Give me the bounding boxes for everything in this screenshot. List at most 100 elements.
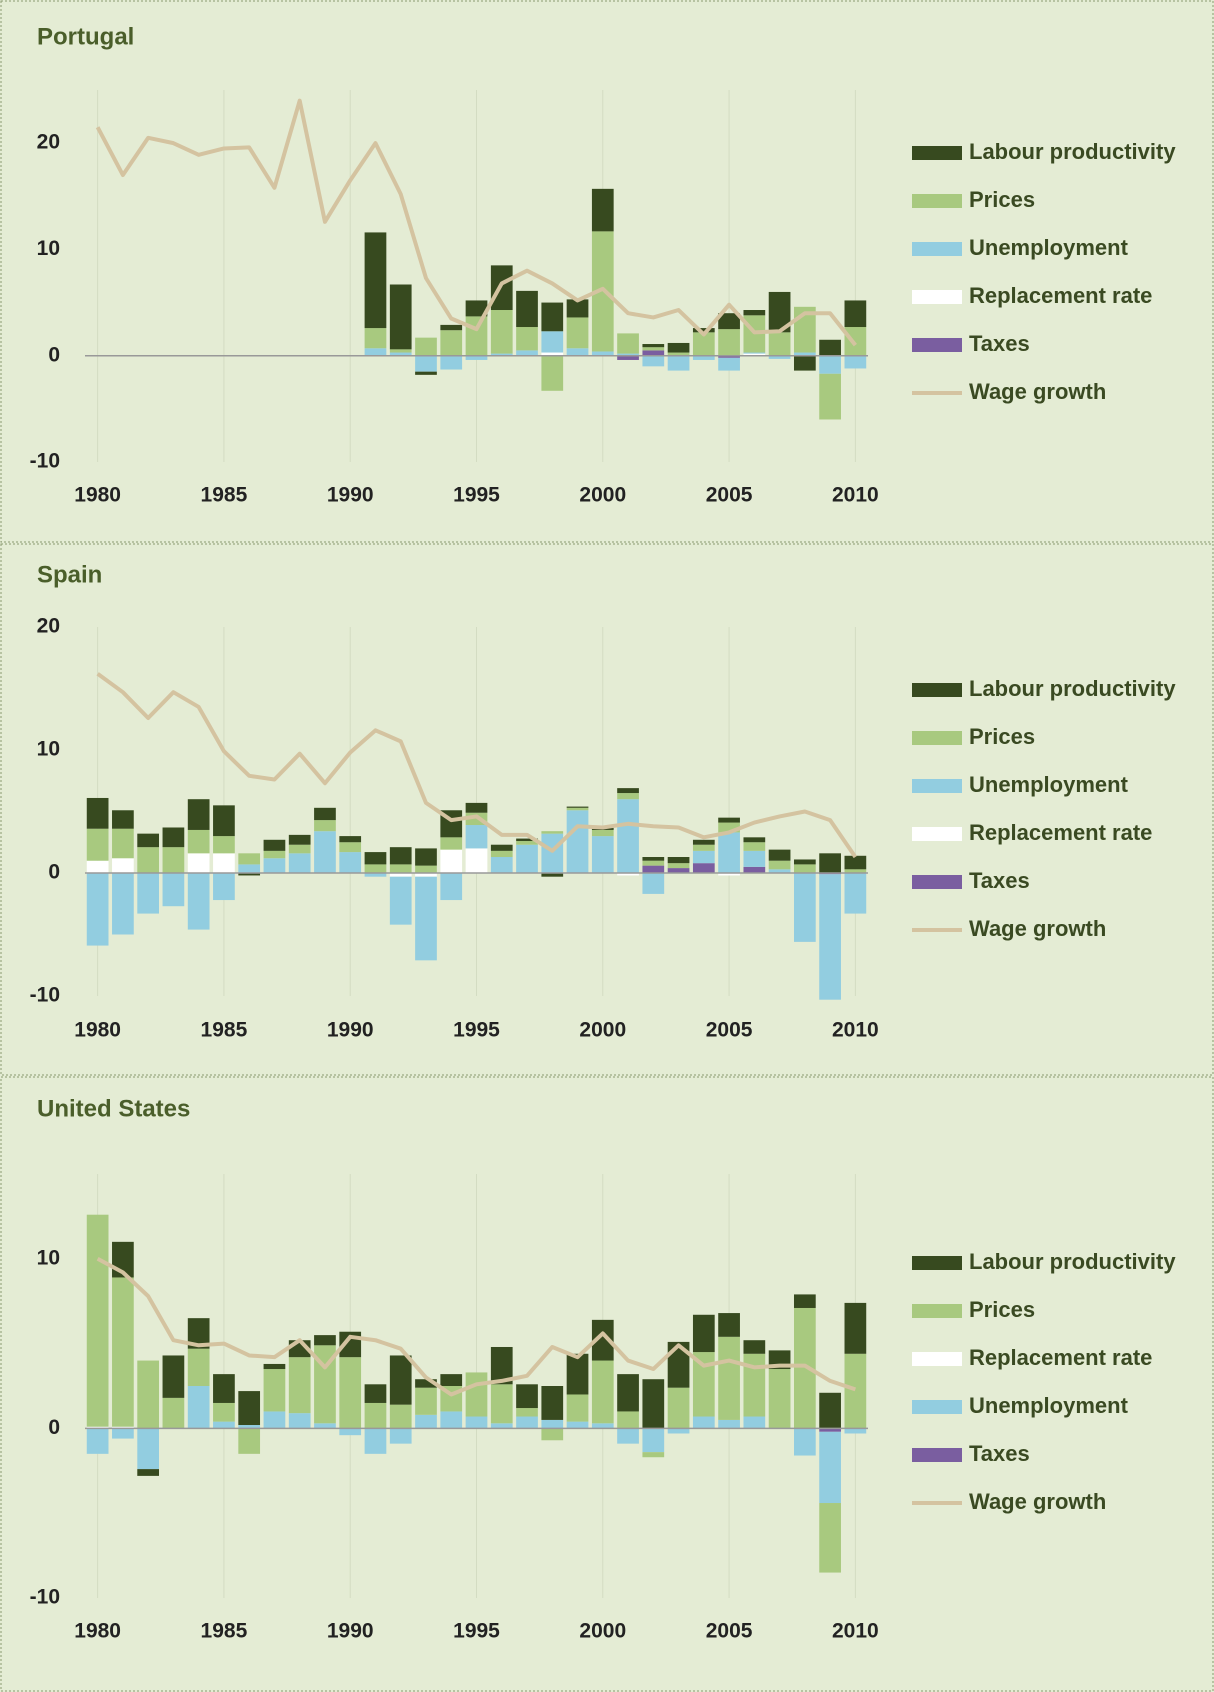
- y-tick-label: 10: [37, 738, 60, 761]
- bar: [415, 865, 437, 873]
- bar: [819, 1431, 841, 1504]
- bar: [187, 1318, 210, 1349]
- bar: [793, 859, 816, 865]
- wage-line: [95, 98, 857, 347]
- bar: [465, 300, 488, 317]
- bar: [263, 839, 286, 851]
- bar: [263, 858, 286, 873]
- bar: [844, 327, 867, 356]
- x-tick-label: 1985: [201, 484, 248, 507]
- bar: [642, 873, 665, 894]
- bar: [718, 313, 740, 330]
- bar: [819, 339, 841, 356]
- bar: [465, 316, 488, 356]
- bar: [339, 842, 362, 853]
- bar: [819, 1428, 841, 1432]
- bar: [793, 352, 816, 356]
- bar: [339, 1428, 362, 1436]
- bar: [490, 265, 513, 311]
- bar: [415, 876, 437, 961]
- legend-label: Prices: [969, 187, 1035, 212]
- bar: [415, 371, 437, 375]
- bar: [566, 806, 589, 808]
- legend-label: Replacement rate: [969, 1345, 1152, 1370]
- bar: [844, 300, 867, 328]
- panel-title: Spain: [37, 561, 102, 588]
- legend-label: Wage growth: [969, 379, 1106, 404]
- bar: [743, 850, 766, 867]
- bar: [162, 847, 185, 873]
- legend-label: Labour productivity: [969, 139, 1176, 164]
- bar: [238, 864, 261, 873]
- bar: [667, 1428, 690, 1434]
- bar: [793, 864, 816, 873]
- bar: [667, 857, 690, 864]
- bar: [389, 876, 412, 925]
- bar: [642, 857, 665, 861]
- bar: [465, 355, 488, 360]
- bar: [541, 873, 564, 877]
- bar: [339, 836, 362, 843]
- bar: [541, 355, 564, 391]
- bar: [288, 853, 311, 873]
- bar: [718, 873, 740, 876]
- legend-label: Prices: [969, 724, 1035, 749]
- bar: [440, 330, 463, 356]
- bar: [617, 353, 639, 356]
- bar: [86, 797, 109, 829]
- x-tick-label: 2010: [832, 484, 879, 507]
- legend-swatch: [912, 779, 962, 793]
- wage-line: [96, 1257, 857, 1397]
- legend-swatch: [912, 683, 962, 697]
- panel-title: United States: [37, 1095, 190, 1122]
- bar: [844, 1302, 867, 1354]
- bar: [617, 788, 639, 794]
- y-tick-label: 0: [48, 861, 60, 884]
- bar: [718, 329, 740, 356]
- bar: [490, 353, 513, 356]
- y-tick-label: -10: [30, 1586, 60, 1609]
- bar: [187, 829, 210, 854]
- bar: [137, 1428, 160, 1470]
- x-tick-label: 2000: [579, 1019, 626, 1042]
- bar: [389, 847, 412, 865]
- bar: [415, 1379, 437, 1388]
- bar: [541, 1419, 564, 1429]
- bar: [440, 873, 463, 901]
- bar: [617, 873, 639, 876]
- y-tick-label: -10: [30, 984, 60, 1007]
- bar: [187, 799, 210, 830]
- bar: [162, 827, 185, 848]
- bar: [768, 355, 791, 359]
- bar: [213, 1374, 235, 1403]
- legend-swatch: [912, 731, 962, 745]
- legend-swatch: [912, 146, 962, 160]
- bar: [692, 1314, 715, 1353]
- bar: [490, 1384, 513, 1424]
- bar: [566, 810, 589, 873]
- bar: [541, 1428, 564, 1441]
- bar: [440, 849, 463, 873]
- bar: [314, 1423, 336, 1429]
- bar: [692, 332, 715, 356]
- bar: [793, 355, 816, 371]
- x-tick-label: 2010: [832, 1019, 879, 1042]
- bar: [516, 350, 538, 356]
- bar: [112, 1428, 134, 1439]
- bar: [263, 1411, 286, 1429]
- bar: [137, 847, 160, 873]
- bar: [566, 1421, 589, 1429]
- bar: [263, 1369, 286, 1412]
- bar: [516, 838, 538, 842]
- x-tick-label: 2005: [706, 1019, 753, 1042]
- bar: [490, 857, 513, 873]
- panel-title: Portugal: [37, 23, 134, 50]
- legend-label: Taxes: [969, 1441, 1030, 1466]
- bar: [490, 1423, 513, 1429]
- bar: [516, 327, 538, 351]
- bar: [516, 1384, 538, 1409]
- bar: [566, 1394, 589, 1422]
- legend-swatch: [912, 194, 962, 208]
- bar: [617, 1428, 639, 1444]
- legend-swatch: [912, 827, 962, 841]
